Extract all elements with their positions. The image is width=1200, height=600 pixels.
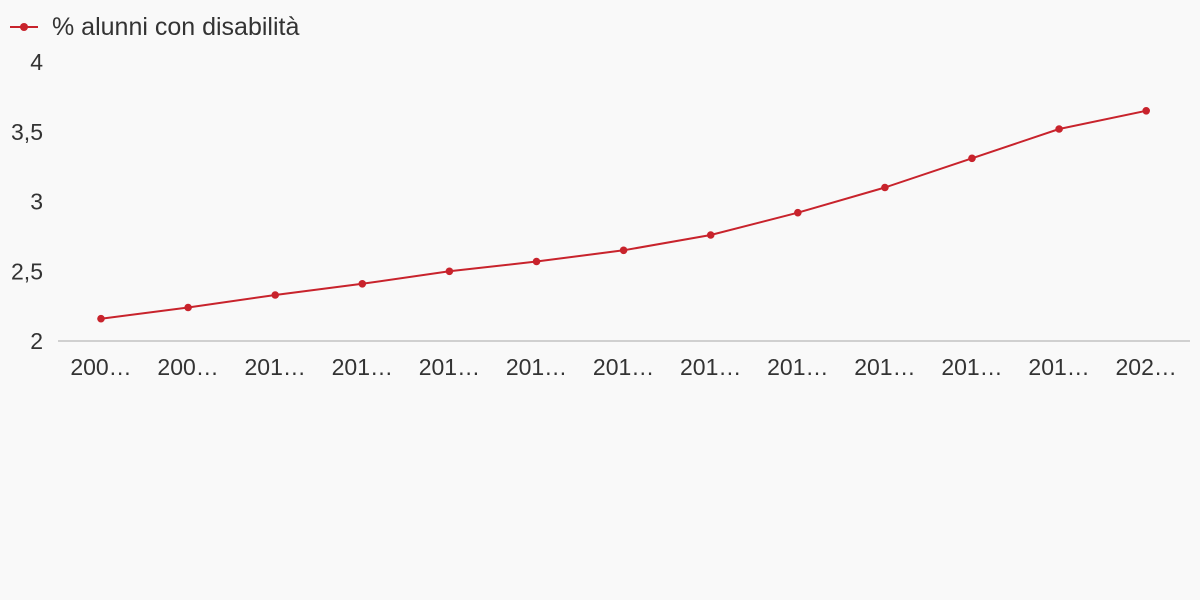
y-axis-ticks: 4 3,5 3 2,5 2 [11, 49, 43, 354]
data-point[interactable] [1055, 125, 1063, 133]
data-point[interactable] [968, 154, 976, 163]
data-point[interactable] [97, 314, 105, 323]
data-point[interactable] [184, 303, 192, 312]
x-tick-label: 200… [70, 354, 131, 380]
y-tick-label: 2 [30, 328, 43, 354]
data-point[interactable] [706, 231, 715, 239]
data-point[interactable] [1142, 107, 1150, 115]
x-tick-label: 201… [419, 354, 480, 380]
y-tick-label: 3,5 [11, 119, 43, 145]
y-tick-label: 3 [30, 189, 43, 215]
y-tick-label: 2,5 [11, 258, 43, 284]
legend-series-label: % alunni con disabilità [52, 12, 300, 41]
x-tick-label: 202… [1116, 354, 1177, 380]
x-tick-label: 201… [593, 354, 654, 380]
data-point[interactable] [271, 291, 280, 299]
series-points [97, 107, 1150, 323]
legend[interactable]: % alunni con disabilità [10, 9, 299, 45]
x-tick-label: 201… [941, 354, 1002, 380]
x-tick-label: 201… [1028, 354, 1089, 380]
data-point[interactable] [532, 257, 541, 266]
data-point[interactable] [619, 246, 628, 255]
data-point[interactable] [358, 280, 367, 288]
x-tick-label: 201… [332, 354, 393, 380]
data-point[interactable] [881, 183, 889, 192]
x-tick-label: 201… [854, 354, 915, 380]
legend-series-marker [10, 23, 38, 31]
x-tick-label: 201… [767, 354, 828, 380]
x-tick-label: 201… [245, 354, 306, 380]
data-point[interactable] [445, 267, 454, 276]
x-tick-label: 201… [506, 354, 567, 380]
data-point[interactable] [794, 208, 802, 217]
x-tick-label: 201… [680, 354, 741, 380]
x-axis-ticks: 200… 200… 201… 201… 201… 201… 201… 201… 201… 201…… [70, 354, 1177, 380]
y-tick-label: 4 [30, 49, 43, 75]
series-line [100, 109, 1147, 320]
x-tick-label: 200… [157, 354, 218, 380]
